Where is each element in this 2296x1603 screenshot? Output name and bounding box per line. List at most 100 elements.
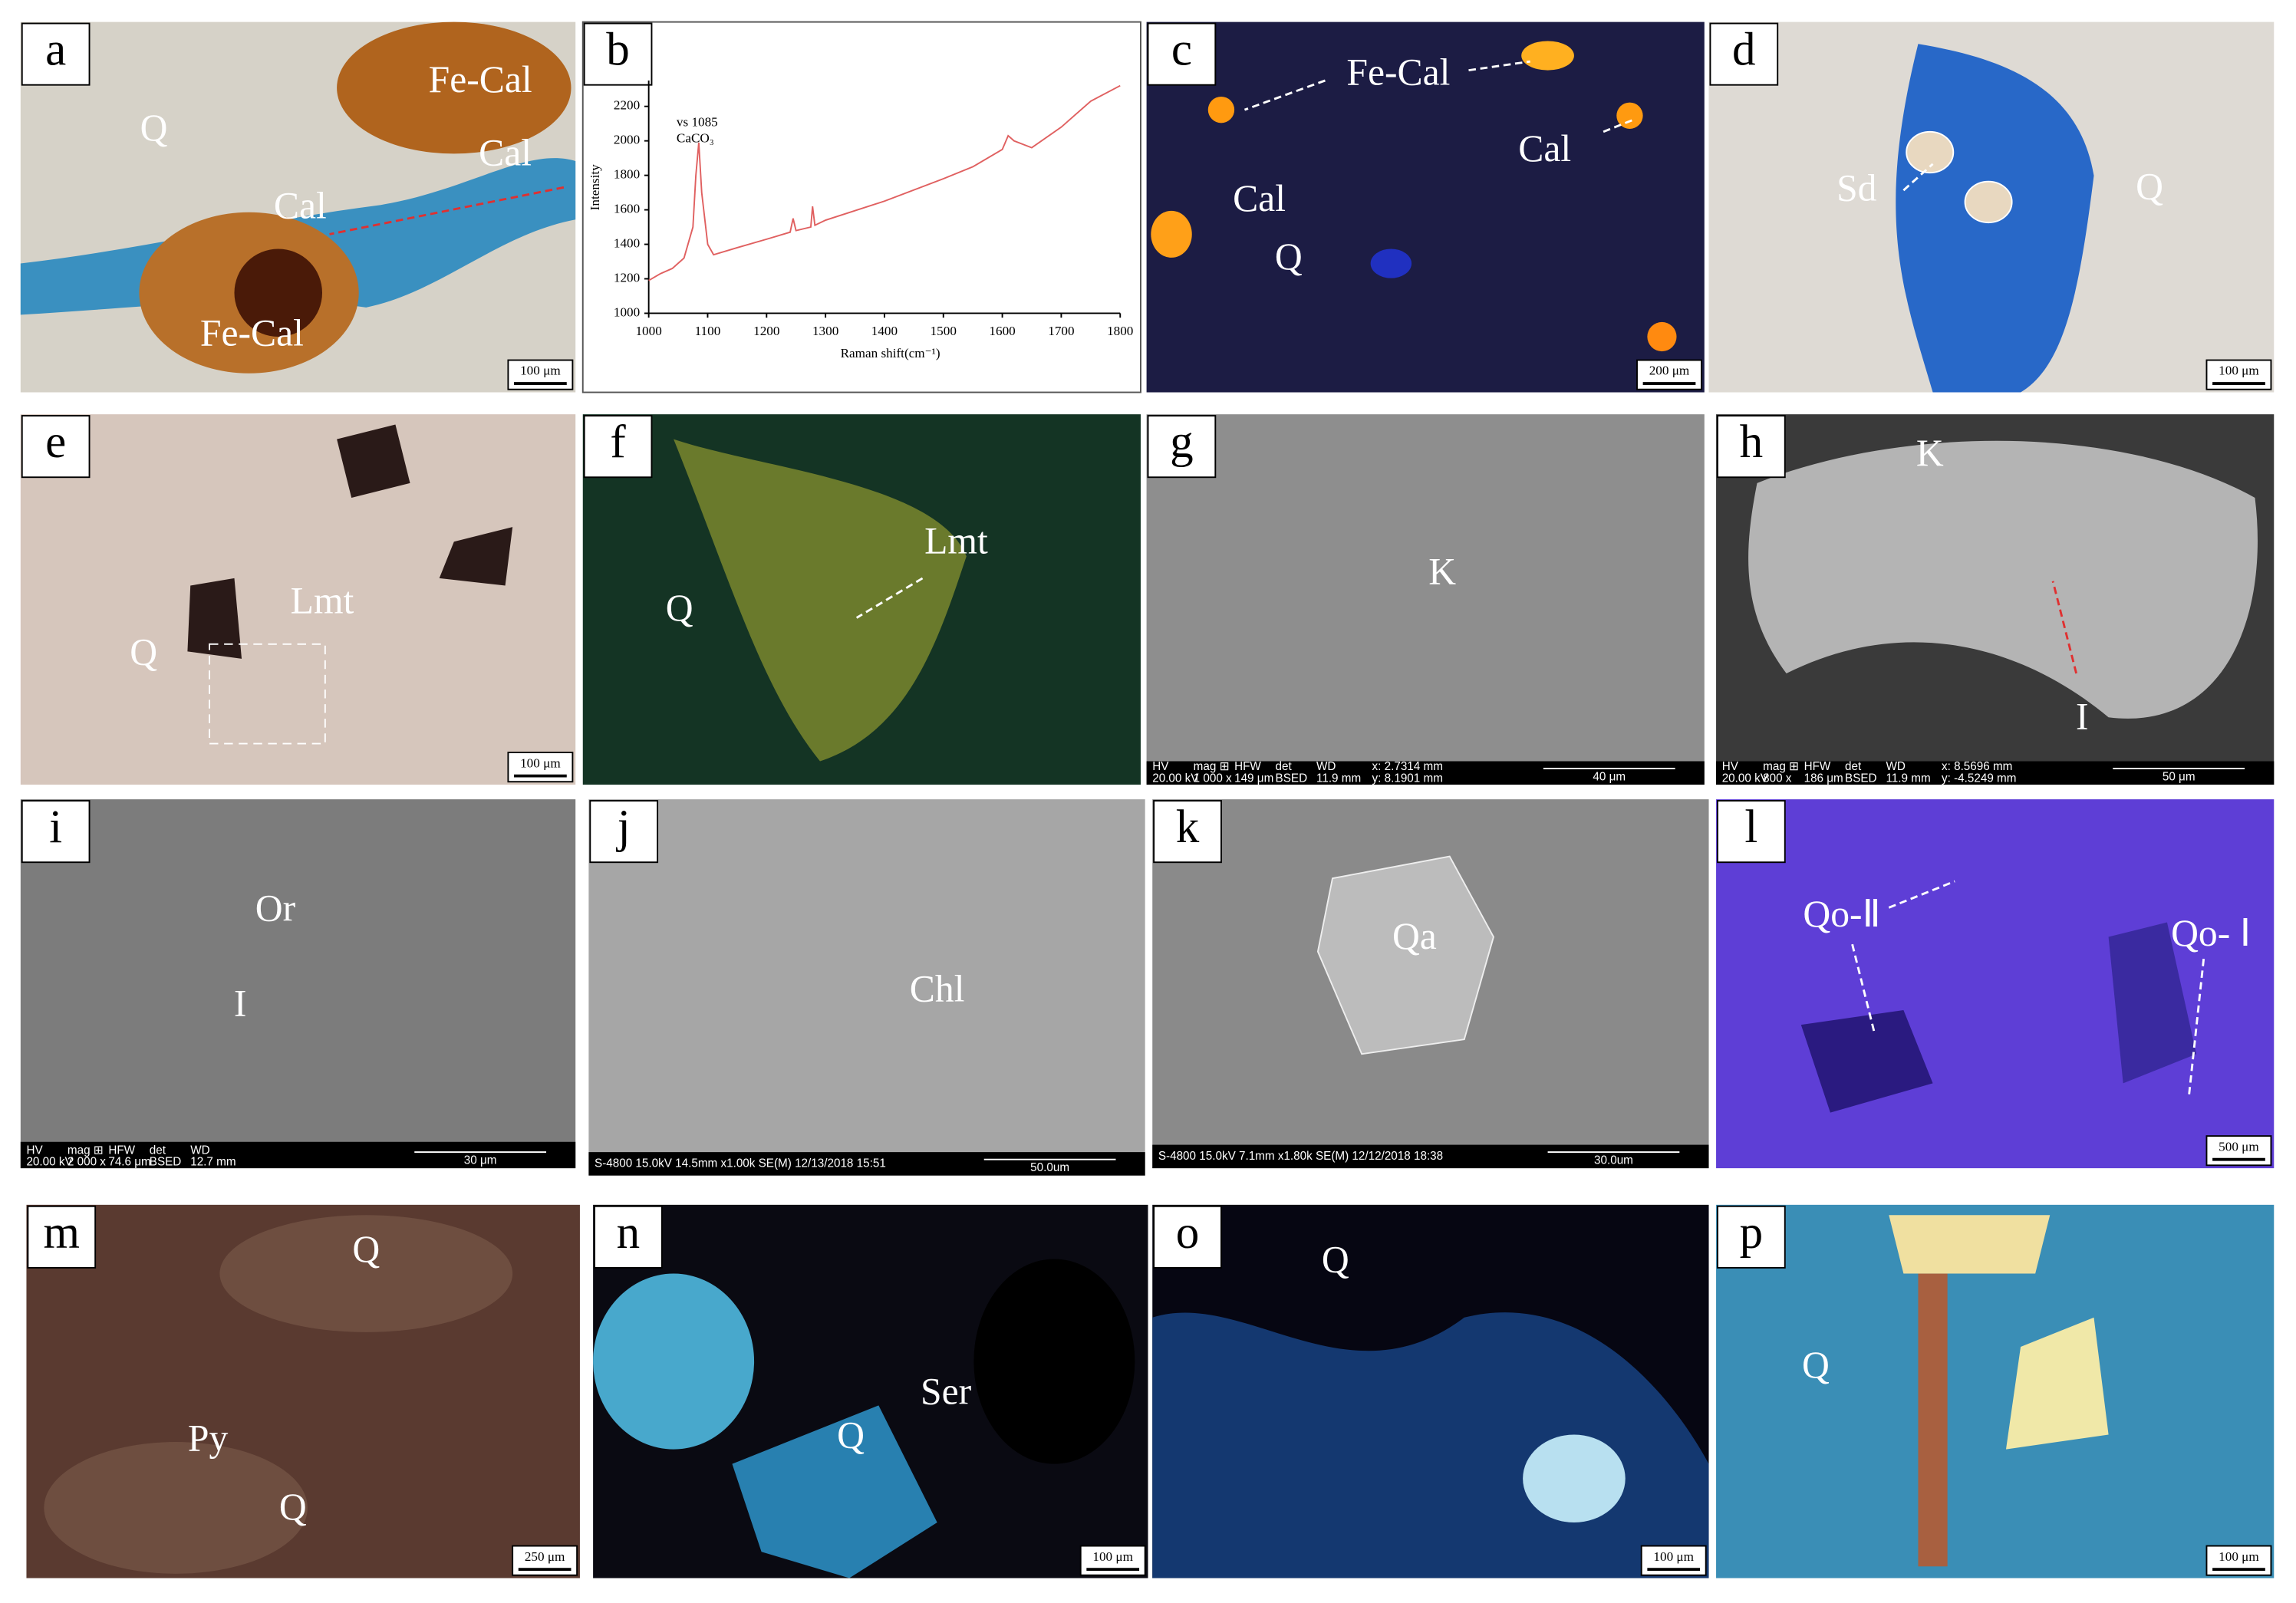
texture xyxy=(187,578,242,659)
mineral-label: K xyxy=(1428,551,1456,593)
panel-image xyxy=(588,799,1145,1176)
x-tick-label: 1300 xyxy=(812,324,838,338)
arrow xyxy=(1468,60,1530,72)
texture xyxy=(1800,1009,1933,1113)
mineral-label: Q xyxy=(1322,1239,1349,1281)
arrow xyxy=(1244,79,1326,111)
scale-text: 100 μm xyxy=(520,364,561,378)
letter-box xyxy=(589,800,659,864)
panel-letter: l xyxy=(1744,802,1757,853)
letter-box xyxy=(1717,415,1786,479)
scale-text: 100 μm xyxy=(1092,1549,1133,1564)
bar-scale-text: 30 μm xyxy=(464,1154,497,1167)
y-tick-label: 2000 xyxy=(614,133,640,147)
texture xyxy=(1616,102,1643,129)
annotation: vs 1085 xyxy=(677,114,718,129)
info-value: 12.7 mm xyxy=(190,1156,236,1169)
spectrum-line xyxy=(648,84,1121,281)
info-head: det xyxy=(150,1144,166,1157)
info-value: 149 μm xyxy=(1234,772,1273,785)
mineral-label: I xyxy=(234,983,247,1025)
y-tick-label: 1600 xyxy=(614,202,640,216)
panel: Q Py Qm 250 μm xyxy=(26,1204,580,1578)
panel-letter: j xyxy=(616,802,631,853)
info-head: WD xyxy=(190,1144,209,1157)
texture xyxy=(593,1273,755,1450)
mineral-label: Cal xyxy=(274,184,327,226)
sem-info: S-4800 15.0kV 7.1mm x1.80k SE(M) 12/12/2… xyxy=(1158,1150,1443,1163)
letter-box xyxy=(594,1205,663,1269)
panel-image xyxy=(1146,21,1705,393)
mineral-label: Py xyxy=(188,1417,229,1459)
info-value: y: -4.5249 mm xyxy=(1942,772,2016,785)
mineral-label: Q xyxy=(279,1486,307,1528)
panel-image xyxy=(581,21,1141,393)
scale-text: 250 μm xyxy=(525,1549,565,1564)
arrow xyxy=(1888,880,1955,909)
panel-letter: e xyxy=(45,416,66,468)
letter-box xyxy=(583,22,653,86)
info-value: 20.00 kV xyxy=(1722,772,1769,785)
mineral-label: Cal xyxy=(479,132,532,174)
y-tick-label: 1800 xyxy=(614,167,640,182)
texture xyxy=(1207,96,1235,123)
x-tick-label: 1700 xyxy=(1048,324,1074,338)
letter-box xyxy=(27,1205,97,1269)
panel: Lmt Qf xyxy=(582,414,1141,785)
x-tick-label: 1200 xyxy=(753,324,779,338)
texture xyxy=(1151,210,1192,258)
mineral-label: Cal xyxy=(1233,177,1286,219)
annotation: CaCO₃ xyxy=(677,130,714,145)
bar-scale-text: 50 μm xyxy=(2163,771,2196,784)
texture xyxy=(1889,1215,2051,1274)
x-tick-label: 1500 xyxy=(931,324,957,338)
panel: Sd Qd 100 μm xyxy=(1708,21,2275,393)
info-head: WD xyxy=(1886,760,1905,773)
texture xyxy=(973,1259,1135,1464)
mineral-label: Or xyxy=(255,887,296,929)
panel-letter: i xyxy=(49,802,62,853)
scale-text: 200 μm xyxy=(1649,364,1690,378)
texture xyxy=(337,21,572,154)
y-axis-label: Intensity xyxy=(588,164,602,210)
panel: Qo 100 μm xyxy=(1152,1204,1709,1578)
mineral-label: Lmt xyxy=(291,580,354,622)
info-head: det xyxy=(1845,760,1862,773)
arrow xyxy=(1902,163,1934,192)
panel-letter: n xyxy=(617,1207,641,1259)
panel-letter: p xyxy=(1740,1207,1764,1259)
texture xyxy=(1716,761,2275,785)
texture xyxy=(20,1141,576,1169)
texture xyxy=(44,1442,308,1574)
texture xyxy=(1316,855,1494,1055)
texture xyxy=(588,1152,1145,1176)
texture xyxy=(2108,922,2197,1084)
bar-scale-text: 50.0um xyxy=(1030,1161,1069,1174)
info-head: HV xyxy=(1722,760,1739,773)
mineral-label: Fe-Cal xyxy=(200,311,304,354)
letter-box xyxy=(1147,22,1217,86)
info-value: BSED xyxy=(1845,772,1877,785)
info-value: 11.9 mm xyxy=(1886,772,1930,785)
texture xyxy=(1146,761,1705,785)
info-head: det xyxy=(1276,760,1293,773)
panel-letter: a xyxy=(45,25,66,76)
mineral-label: Fe-Cal xyxy=(1346,51,1450,94)
info-value: 74.6 μm xyxy=(108,1156,150,1169)
panel: Q Fe-Cal Cal Cal Fe-Cal a 100 μm xyxy=(20,21,576,393)
letter-box xyxy=(583,415,653,479)
arrow xyxy=(2051,581,2077,674)
texture xyxy=(337,424,410,498)
texture xyxy=(2005,1317,2109,1450)
mineral-label: Cal xyxy=(1518,127,1571,170)
y-tick-label: 2200 xyxy=(614,98,640,113)
panel-letter: c xyxy=(1171,25,1192,76)
y-tick-label: 1000 xyxy=(614,304,640,319)
info-head: HFW xyxy=(108,1144,135,1157)
panel-image xyxy=(20,799,576,1169)
info-head: mag ⊞ xyxy=(68,1144,104,1157)
info-head: mag ⊞ xyxy=(1194,760,1230,773)
